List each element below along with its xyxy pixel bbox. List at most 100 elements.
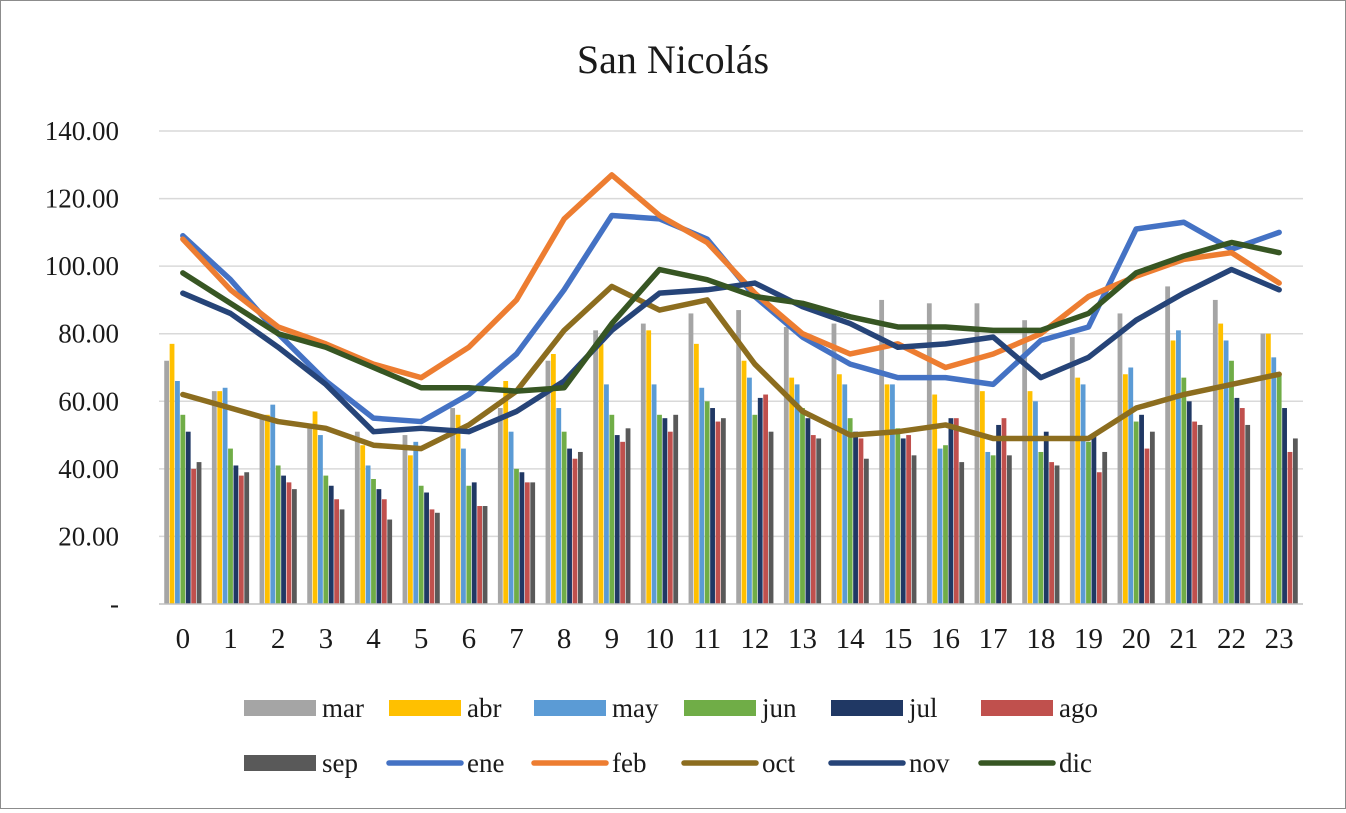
bar-abr-6 [455, 414, 461, 604]
bar-abr-21 [1170, 340, 1176, 604]
legend-label-nov: nov [909, 748, 950, 778]
bar-jul-19 [1091, 435, 1097, 604]
bar-sep-1 [244, 472, 250, 604]
y-tick-label-80: 80.00 [58, 319, 119, 349]
legend-swatch-sep [244, 755, 316, 771]
bar-layer [164, 286, 1298, 604]
bar-jun-1 [228, 448, 233, 604]
bar-jul-11 [710, 408, 715, 604]
legend: mar abr may jun jul ago sep ene feb oct nov dic [244, 693, 1098, 778]
legend-label-sep: sep [322, 748, 358, 778]
bar-sep-7 [530, 482, 536, 604]
bar-abr-1 [217, 391, 223, 604]
line-dic [180, 239, 1282, 394]
bar-abr-23 [1265, 333, 1271, 604]
legend-label-dic: dic [1059, 748, 1092, 778]
legend-label-jun: jun [761, 693, 797, 723]
y-tick-label-0: - [110, 589, 119, 619]
bar-may-0 [175, 381, 180, 604]
bar-jun-16 [943, 445, 948, 604]
legend-item-may: may [534, 693, 659, 723]
bar-abr-13 [789, 377, 795, 604]
bar-jul-17 [996, 424, 1001, 604]
bar-abr-3 [312, 411, 318, 604]
bar-mar-19 [1069, 337, 1075, 604]
bar-jul-14 [853, 431, 858, 604]
bar-jun-7 [514, 468, 519, 604]
x-tick-label-14: 14 [836, 623, 866, 655]
bar-abr-20 [1122, 374, 1128, 604]
bar-ago-19 [1096, 472, 1102, 604]
bar-jul-22 [1234, 397, 1240, 604]
bar-mar-2 [259, 414, 265, 604]
bar-jul-3 [328, 485, 334, 604]
x-tick-label-5: 5 [414, 623, 429, 655]
bar-may-21 [1176, 330, 1181, 604]
bar-mar-9 [593, 330, 599, 604]
bar-ago-2 [286, 482, 292, 604]
bar-jul-10 [662, 418, 668, 604]
legend-item-abr: abr [389, 693, 501, 723]
y-tick-label-120: 120.00 [45, 184, 119, 214]
bar-jul-0 [185, 431, 191, 604]
bar-abr-18 [1027, 391, 1033, 604]
bar-sep-17 [1006, 455, 1012, 604]
bar-jul-15 [900, 438, 906, 604]
bar-may-4 [365, 465, 371, 604]
bar-ago-21 [1192, 421, 1198, 604]
bar-mar-3 [307, 428, 313, 604]
bar-may-14 [842, 384, 848, 604]
bar-mar-18 [1022, 320, 1028, 604]
x-tick-label-7: 7 [509, 623, 524, 655]
bar-mar-7 [497, 408, 503, 604]
bar-abr-16 [932, 394, 938, 604]
x-tick-label-0: 0 [176, 623, 191, 655]
bar-may-8 [556, 408, 562, 604]
x-axis-tick-labels: 0 1 2 3 4 5 6 7 8 9 10 11 12 13 14 15 16 17 18 19 20 21 22 23 [176, 623, 1294, 655]
bar-abr-14 [836, 374, 842, 604]
legend-label-mar: mar [322, 693, 364, 723]
x-tick-label-11: 11 [693, 623, 721, 655]
legend-swatch-abr [389, 700, 461, 716]
bar-jun-23 [1276, 374, 1282, 604]
bar-mar-0 [164, 360, 170, 604]
bar-mar-6 [450, 408, 456, 604]
bar-sep-2 [291, 489, 297, 604]
bar-abr-19 [1075, 377, 1081, 604]
bar-may-18 [1033, 401, 1038, 604]
x-tick-label-1: 1 [223, 623, 238, 655]
bar-jun-8 [561, 431, 567, 604]
legend-item-ago: ago [981, 693, 1098, 723]
bar-abr-0 [169, 343, 175, 604]
bar-sep-13 [816, 438, 822, 604]
bar-jun-19 [1086, 441, 1091, 604]
bar-ago-3 [334, 499, 340, 604]
bar-sep-4 [387, 519, 393, 604]
bar-may-1 [222, 387, 228, 604]
x-tick-label-6: 6 [462, 623, 477, 655]
bar-jul-23 [1282, 408, 1287, 604]
bar-jun-5 [418, 485, 424, 604]
bar-abr-11 [693, 343, 699, 604]
bar-may-16 [937, 448, 943, 604]
bar-abr-22 [1218, 323, 1224, 604]
legend-item-jul: jul [831, 693, 938, 723]
bar-jun-21 [1181, 377, 1187, 604]
bar-mar-13 [783, 326, 789, 604]
bar-jul-12 [757, 397, 763, 604]
x-tick-label-10: 10 [645, 623, 674, 655]
bar-may-12 [747, 377, 752, 604]
bar-jun-10 [657, 414, 662, 604]
line-oct [180, 283, 1282, 452]
bar-ago-8 [572, 458, 578, 604]
bar-may-9 [604, 384, 609, 604]
legend-swatch-jun [684, 700, 756, 716]
legend-label-abr: abr [467, 693, 501, 723]
bar-sep-12 [768, 431, 774, 604]
bar-mar-11 [688, 313, 694, 604]
legend-item-ene: ene [386, 748, 504, 778]
chart-title: San Nicolás [577, 37, 769, 82]
bar-ago-14 [858, 438, 864, 604]
x-tick-label-22: 22 [1217, 623, 1246, 655]
